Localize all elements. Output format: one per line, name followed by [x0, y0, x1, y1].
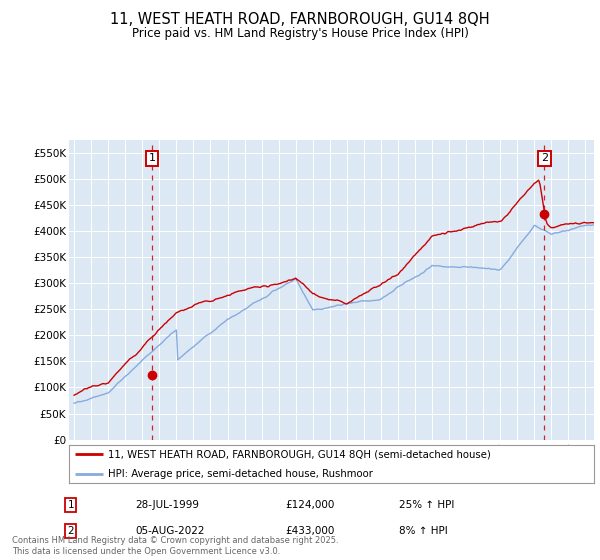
Text: 11, WEST HEATH ROAD, FARNBOROUGH, GU14 8QH: 11, WEST HEATH ROAD, FARNBOROUGH, GU14 8… — [110, 12, 490, 27]
Text: £124,000: £124,000 — [285, 500, 334, 510]
Text: Price paid vs. HM Land Registry's House Price Index (HPI): Price paid vs. HM Land Registry's House … — [131, 27, 469, 40]
Text: 2: 2 — [67, 526, 74, 536]
Text: Contains HM Land Registry data © Crown copyright and database right 2025.
This d: Contains HM Land Registry data © Crown c… — [12, 536, 338, 556]
Text: 28-JUL-1999: 28-JUL-1999 — [135, 500, 199, 510]
Text: £433,000: £433,000 — [285, 526, 334, 536]
Text: 1: 1 — [67, 500, 74, 510]
Text: 11, WEST HEATH ROAD, FARNBOROUGH, GU14 8QH (semi-detached house): 11, WEST HEATH ROAD, FARNBOROUGH, GU14 8… — [109, 449, 491, 459]
Text: 2: 2 — [541, 153, 548, 164]
Text: 05-AUG-2022: 05-AUG-2022 — [135, 526, 205, 536]
Text: HPI: Average price, semi-detached house, Rushmoor: HPI: Average price, semi-detached house,… — [109, 469, 373, 479]
Text: 1: 1 — [149, 153, 155, 164]
Text: 8% ↑ HPI: 8% ↑ HPI — [399, 526, 448, 536]
Text: 25% ↑ HPI: 25% ↑ HPI — [399, 500, 454, 510]
